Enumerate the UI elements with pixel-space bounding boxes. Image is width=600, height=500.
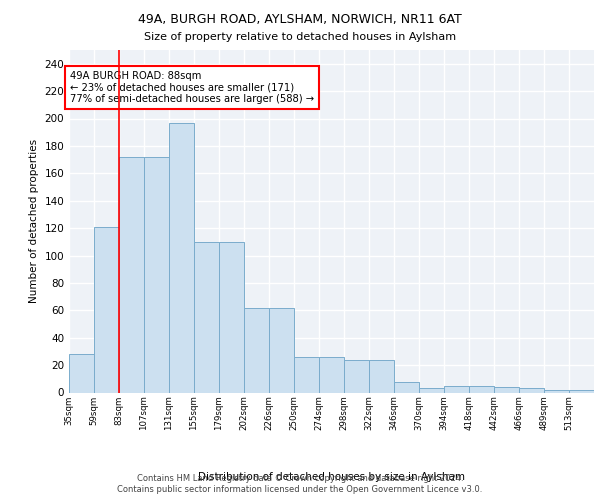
- Bar: [144, 157, 169, 392]
- Bar: [69, 354, 94, 393]
- Bar: [194, 242, 219, 392]
- Text: 49A, BURGH ROAD, AYLSHAM, NORWICH, NR11 6AT: 49A, BURGH ROAD, AYLSHAM, NORWICH, NR11 …: [138, 12, 462, 26]
- Bar: [269, 308, 294, 392]
- Bar: [544, 390, 569, 392]
- Bar: [569, 390, 594, 392]
- Bar: [119, 157, 144, 392]
- Bar: [369, 360, 394, 392]
- Bar: [419, 388, 444, 392]
- Bar: [244, 308, 269, 392]
- Y-axis label: Number of detached properties: Number of detached properties: [29, 139, 39, 304]
- Text: 49A BURGH ROAD: 88sqm
← 23% of detached houses are smaller (171)
77% of semi-det: 49A BURGH ROAD: 88sqm ← 23% of detached …: [70, 70, 314, 104]
- Bar: [319, 357, 344, 392]
- X-axis label: Distribution of detached houses by size in Aylsham: Distribution of detached houses by size …: [198, 472, 465, 482]
- Text: Contains HM Land Registry data © Crown copyright and database right 2024.
Contai: Contains HM Land Registry data © Crown c…: [118, 474, 482, 494]
- Bar: [444, 386, 469, 392]
- Bar: [469, 386, 494, 392]
- Bar: [494, 387, 519, 392]
- Bar: [294, 357, 319, 392]
- Text: Size of property relative to detached houses in Aylsham: Size of property relative to detached ho…: [144, 32, 456, 42]
- Bar: [94, 226, 119, 392]
- Bar: [519, 388, 544, 392]
- Bar: [394, 382, 419, 392]
- Bar: [344, 360, 369, 392]
- Bar: [219, 242, 244, 392]
- Bar: [169, 122, 194, 392]
